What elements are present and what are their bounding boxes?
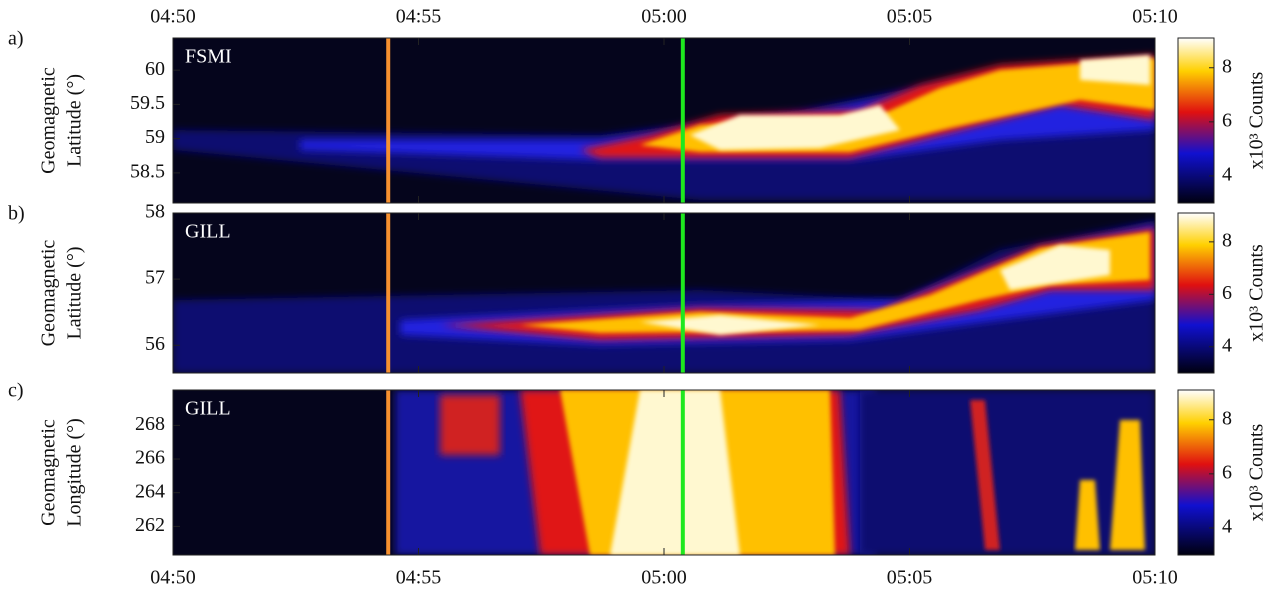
panel-label: b) (8, 203, 25, 225)
y-axis-label: Geomagnetic (38, 419, 60, 526)
panel-annotation: GILL (185, 221, 231, 243)
y-axis-label: Longitude (°) (64, 418, 86, 527)
panel-annotation: GILL (185, 398, 231, 420)
axes: 04:50 04:55 05:00 05:05 05:10 58.5 59 59.5 60 a) F… (8, 6, 1268, 589)
keogram-image (173, 390, 1155, 555)
colorbar-tick-label: 6 (1222, 109, 1232, 131)
x-tick-label: 05:00 (641, 567, 687, 589)
y-tick-label: 266 (135, 447, 165, 469)
y-tick-label: 58 (145, 201, 165, 223)
y-tick-label: 262 (135, 514, 165, 536)
keogram-image (173, 213, 1155, 373)
colorbar (1177, 389, 1215, 556)
y-axis-label: Latitude (°) (64, 74, 86, 167)
x-tick-label: 05:05 (887, 6, 933, 28)
colorbar-tick-label: 4 (1222, 516, 1232, 538)
y-tick-label: 264 (135, 480, 165, 502)
colorbar (1177, 37, 1215, 204)
x-tick-label: 05:05 (887, 567, 933, 589)
y-axis-label: Geomagnetic (38, 67, 60, 174)
y-tick-label: 59 (145, 126, 165, 148)
x-tick-label: 04:50 (150, 567, 196, 589)
y-tick-label: 57 (145, 267, 165, 289)
x-tick-label: 04:55 (396, 567, 442, 589)
x-tick-label: 05:10 (1132, 567, 1178, 589)
colorbar-tick-label: 8 (1222, 229, 1232, 251)
y-tick-label: 60 (145, 58, 165, 80)
panel-annotation: FSMI (185, 46, 232, 68)
colorbar-tick-label: 8 (1222, 407, 1232, 429)
y-axis-label: Latitude (°) (64, 247, 86, 340)
panel-label: c) (8, 380, 24, 402)
colorbar-tick-label: 8 (1222, 55, 1232, 77)
y-tick-label: 59.5 (130, 92, 165, 114)
colorbar-label: x10³ Counts (1246, 244, 1268, 342)
x-tick-label: 04:50 (150, 6, 196, 28)
y-tick-label: 268 (135, 413, 165, 435)
colorbar-tick-label: 4 (1222, 334, 1232, 356)
colorbar-label: x10³ Counts (1246, 423, 1268, 521)
y-tick-label: 56 (145, 333, 165, 355)
y-axis-label: Geomagnetic (38, 240, 60, 347)
colorbar-tick-label: 6 (1222, 282, 1232, 304)
y-tick-label: 58.5 (130, 160, 165, 182)
panel-label: a) (8, 28, 24, 50)
x-tick-label: 05:00 (641, 6, 687, 28)
keogram-image (173, 38, 1155, 203)
colorbar-tick-label: 4 (1222, 164, 1232, 186)
colorbar-label: x10³ Counts (1246, 71, 1268, 169)
x-tick-label: 05:10 (1132, 6, 1178, 28)
x-tick-label: 04:55 (396, 6, 442, 28)
colorbar-tick-label: 6 (1222, 461, 1232, 483)
colorbar (1177, 212, 1215, 374)
